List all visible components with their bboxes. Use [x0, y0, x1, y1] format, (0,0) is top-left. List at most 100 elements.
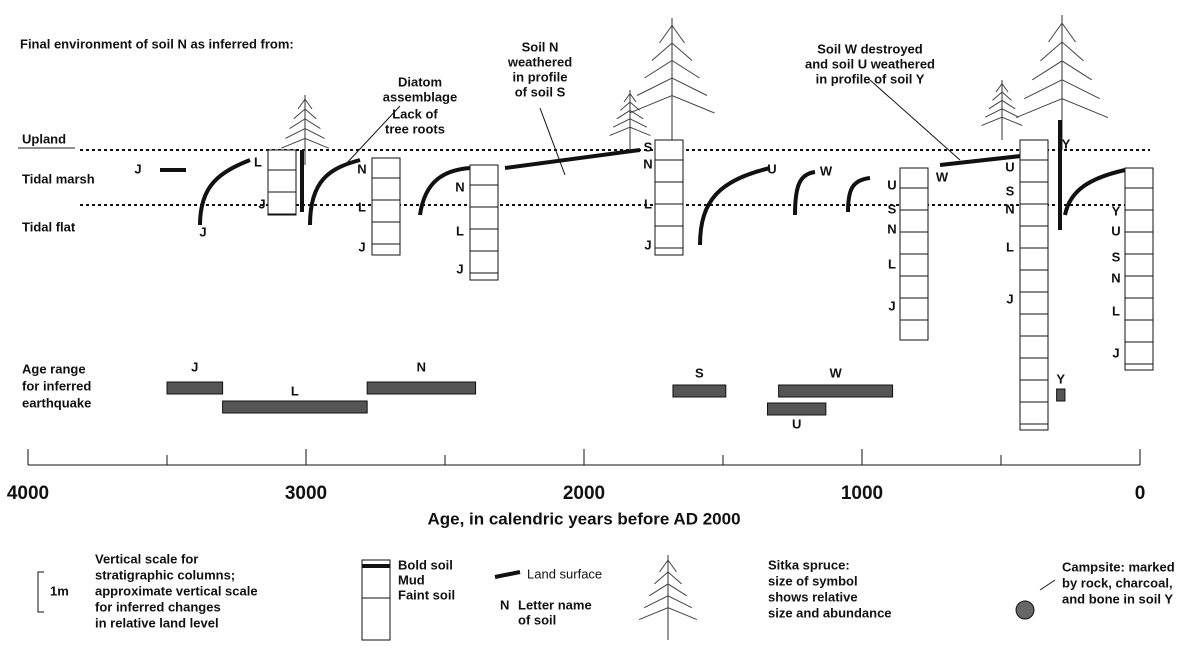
soil-letter: Y [1062, 136, 1071, 151]
soil-letter: N [887, 221, 896, 236]
tick-label: 2000 [563, 483, 605, 504]
age-range-label: for inferred [22, 378, 91, 393]
legend-column [362, 560, 390, 640]
land-surface [310, 160, 360, 225]
land-surface [940, 155, 1030, 165]
legend-text: by rock, charcoal, [1062, 575, 1173, 590]
soil-letter: U [887, 177, 896, 192]
legend-text: Sitka spruce: [768, 557, 850, 572]
legend-text: of soil [518, 612, 556, 627]
legend-text: size of symbol [768, 573, 858, 588]
legend-text: Campsite: marked [1062, 559, 1175, 574]
soil-letter: L [456, 223, 464, 238]
soil-letter: J [258, 196, 265, 211]
soil-letter: S [644, 139, 653, 154]
scale-label: 1m [50, 583, 69, 598]
legend-text: shows relative [768, 589, 858, 604]
legend-text: Land surface [527, 566, 602, 581]
legend-text: Faint soil [398, 587, 455, 602]
soil-letter: N [455, 179, 464, 194]
land-surface [700, 168, 770, 245]
legend-text: Mud [398, 572, 425, 587]
annotation: and soil U weathered [805, 56, 935, 71]
soil-letter: N [357, 161, 366, 176]
soil-letter: U [1005, 159, 1014, 174]
soil-letter: N [1005, 201, 1014, 216]
annotation: tree roots [385, 121, 445, 136]
age-range-soil: J [191, 359, 198, 374]
level-label: Tidal flat [22, 219, 76, 234]
soil-letter: S [1006, 183, 1015, 198]
tick-label: 4000 [7, 483, 49, 504]
annotation: Soil N [522, 39, 559, 54]
age-range-bar [767, 403, 825, 415]
scale-bracket [38, 572, 44, 612]
annotation: in profile [513, 69, 568, 84]
annotation: weathered [507, 54, 572, 69]
soil-letter: U [1111, 223, 1120, 238]
soil-letter: W [820, 163, 833, 178]
soil-letter: J [1006, 291, 1013, 306]
legend-text: Letter name [518, 597, 592, 612]
legend-text: size and abundance [768, 605, 892, 620]
campsite-symbol [1016, 601, 1034, 619]
annotation: in profile of soil Y [816, 71, 925, 86]
soil-letter: J [644, 237, 651, 252]
land-surface [505, 150, 640, 168]
annotation: Diatom [398, 74, 442, 89]
campsite-leader [1040, 580, 1055, 590]
legend-letter: N [500, 597, 509, 612]
age-range-soil: S [695, 365, 704, 380]
strat-column [268, 150, 296, 215]
land-surface [200, 160, 250, 225]
age-range-bar [367, 382, 475, 394]
soil-letter: L [358, 199, 366, 214]
soil-letter: L [644, 196, 652, 211]
soil-letter: J [456, 261, 463, 276]
strat-column [470, 165, 498, 280]
soil-letter: J [888, 298, 895, 313]
age-range-bar [673, 385, 726, 397]
age-range-bar [779, 385, 893, 397]
age-range-label: earthquake [22, 395, 91, 410]
soil-letter: L [1112, 303, 1120, 318]
legend-land-surface [495, 572, 520, 577]
strat-column [1020, 140, 1048, 430]
soil-letter: U [767, 161, 776, 176]
tick-label: 1000 [841, 483, 883, 504]
age-range-bar [223, 401, 368, 413]
annotation: of soil S [515, 84, 566, 99]
annotation: Lack of [392, 106, 438, 121]
legend-text: approximate vertical scale [95, 583, 258, 598]
age-range-soil: W [829, 365, 842, 380]
age-range-soil: Y [1056, 371, 1065, 386]
leader [870, 80, 960, 160]
age-range-soil: N [417, 359, 426, 374]
soil-letter: W [936, 169, 949, 184]
soil-letter: N [643, 156, 652, 171]
soil-letter: L [888, 256, 896, 271]
strat-column [655, 140, 683, 255]
soil-letter: J [358, 239, 365, 254]
axis-label: Age, in calendric years before AD 2000 [427, 509, 740, 528]
land-surface [848, 178, 870, 212]
legend-text: for inferred changes [95, 599, 221, 614]
age-range-bar [167, 382, 223, 394]
land-surface [795, 172, 815, 215]
age-range-soil: U [792, 416, 801, 431]
legend-text: stratigraphic columns; [95, 567, 235, 582]
age-range-label: Age range [22, 361, 86, 376]
soil-letter: N [1111, 270, 1120, 285]
tick-label: 0 [1135, 483, 1146, 504]
soil-letter: L [254, 154, 262, 169]
soil-letter: Y [1112, 203, 1121, 218]
legend-text: and bone in soil Y [1062, 591, 1173, 606]
level-label: Tidal marsh [22, 171, 95, 186]
soil-letter: S [888, 201, 897, 216]
legend-text: in relative land level [95, 615, 219, 630]
legend-text: Vertical scale for [95, 551, 198, 566]
soil-letter: J [199, 224, 206, 239]
soil-letter: S [1112, 249, 1121, 264]
strat-column [372, 158, 400, 255]
level-label: Upland [22, 131, 66, 146]
